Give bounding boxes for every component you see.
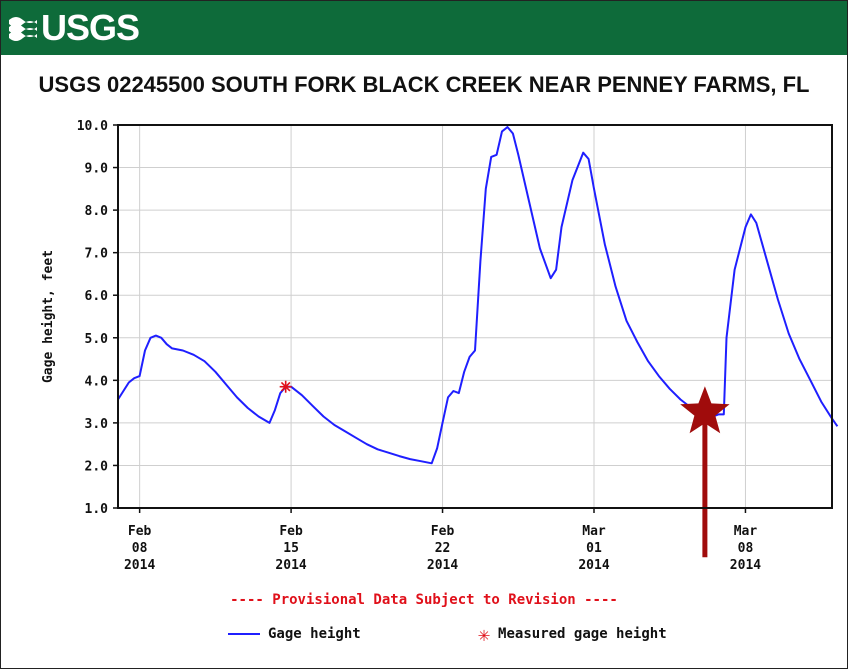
x-tick-label: 2014 [124,558,155,573]
x-tick-label: 22 [435,541,451,556]
x-tick-label: Mar [734,524,758,539]
annotation-arrow-shaft [702,422,708,558]
plot-area [118,125,832,508]
provisional-note: ---- Provisional Data Subject to Revisio… [230,592,618,608]
y-tick-label: 4.0 [85,374,109,389]
y-tick-label: 9.0 [85,162,109,177]
y-tick-label: 3.0 [85,417,109,432]
y-tick-label: 5.0 [85,332,109,347]
usgs-logo-text: USGS [41,7,140,48]
tick-layer: 1.0 2.0 3.0 4.0 5.0 6.0 7.0 8.0 9.0 10.0 Feb 08 2014… [77,119,762,573]
usgs-banner: USGS [1,1,847,55]
annotation-layer [680,386,730,558]
asterisk-icon: ✳ [478,622,491,646]
x-tick-label: 08 [738,541,754,556]
y-tick-label: 10.0 [77,119,108,134]
y-tick-label: 1.0 [85,502,109,517]
x-tick-label: Mar [582,524,606,539]
gage-height-series-line [117,126,839,465]
plot-border [117,124,833,509]
y-tick-label: 2.0 [85,459,109,474]
x-tick-label: Feb [431,524,455,539]
measured-layer [279,380,292,393]
x-tick-label: 15 [283,541,299,556]
legend-line-swatch [228,633,260,635]
x-tick-label: Feb [279,524,303,539]
x-tick-label: 2014 [427,558,458,573]
chart-title: USGS 02245500 SOUTH FORK BLACK CREEK NEA… [38,72,810,97]
x-tick-label: 2014 [730,558,761,573]
legend-series: Gage height [228,626,361,642]
measured-gage-height-point [279,380,292,393]
x-tick-label: 2014 [578,558,609,573]
y-tick-label: 8.0 [85,204,109,219]
x-tick-label: 01 [586,541,602,556]
x-tick-label: 08 [132,541,148,556]
y-axis-label: Gage height, feet [41,250,56,383]
annotation-star-icon [680,386,730,434]
y-tick-label: 7.0 [85,247,109,262]
x-tick-label: 2014 [275,558,306,573]
legend-measured: ✳ Measured gage height [478,622,667,646]
usgs-waves-icon [9,17,37,41]
legend-measured-label: Measured gage height [498,626,667,642]
x-tick-label: Feb [128,524,152,539]
legend-series-label: Gage height [268,626,361,642]
usgs-logo[interactable]: USGS [9,5,140,51]
y-tick-label: 6.0 [85,289,109,304]
